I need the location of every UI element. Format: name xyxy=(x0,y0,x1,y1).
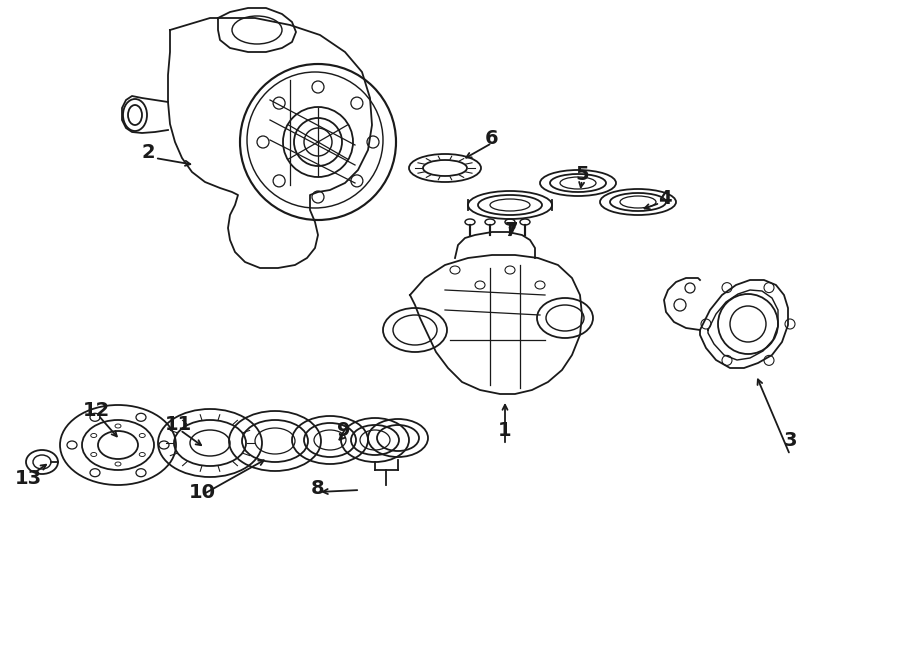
Text: 4: 4 xyxy=(658,189,671,207)
Text: 12: 12 xyxy=(83,401,110,420)
Text: 6: 6 xyxy=(485,128,499,148)
Text: 13: 13 xyxy=(14,469,41,487)
Text: 8: 8 xyxy=(311,479,325,498)
Text: 10: 10 xyxy=(188,483,215,502)
Text: 1: 1 xyxy=(499,420,512,440)
Text: 5: 5 xyxy=(575,164,589,183)
Text: 9: 9 xyxy=(338,420,351,440)
Text: 11: 11 xyxy=(165,416,192,434)
Text: 7: 7 xyxy=(505,220,518,240)
Text: 3: 3 xyxy=(783,430,796,449)
Text: 2: 2 xyxy=(141,142,155,162)
